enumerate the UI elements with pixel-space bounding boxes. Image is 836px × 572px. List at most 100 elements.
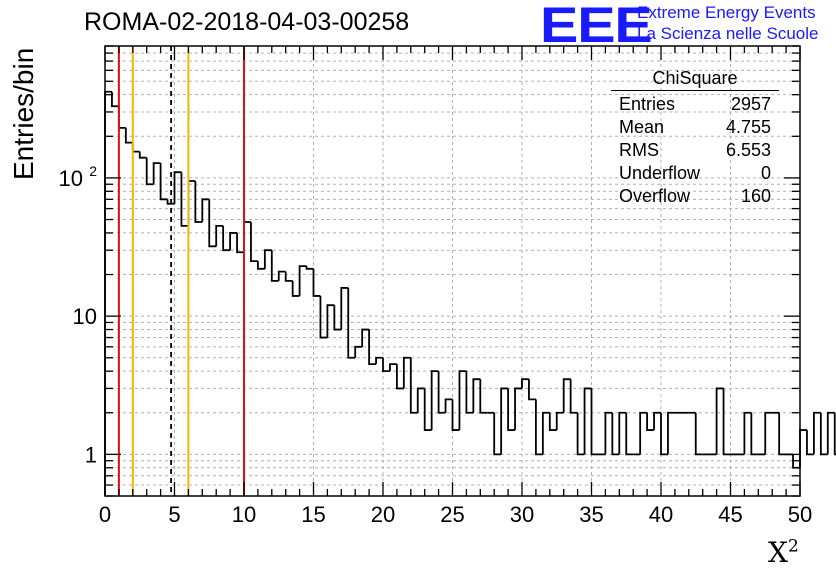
histogram-bin <box>437 371 446 414</box>
logo-line-1: Extreme Energy Events <box>637 3 816 22</box>
histogram-bin <box>396 364 404 390</box>
histogram-bin <box>111 91 119 108</box>
x-tick-label: 10 <box>232 502 256 527</box>
histogram-bin <box>291 280 300 297</box>
axis-ticks: 0 5 10 15 20 25 30 35 40 45 50 1 10 10 2 <box>59 45 812 527</box>
histogram-bin <box>799 429 807 468</box>
stats-title: ChiSquare <box>611 68 779 91</box>
histogram-bin <box>458 370 467 431</box>
histogram-bin <box>444 398 453 413</box>
histogram-bin <box>194 180 203 223</box>
histogram-bin <box>124 127 133 144</box>
stats-label: RMS <box>619 140 659 160</box>
histogram-bin <box>528 379 536 401</box>
histogram-bin <box>284 271 293 282</box>
histogram-bin <box>813 411 821 455</box>
stats-row: Mean 4.755 <box>611 116 779 139</box>
x-tick-label: 40 <box>649 502 673 527</box>
histogram-bin <box>173 171 182 204</box>
histogram-bin <box>576 412 585 456</box>
histogram-bin <box>145 157 154 186</box>
histogram-bin <box>590 388 599 456</box>
histogram-bin <box>118 106 126 129</box>
histogram-bin <box>229 232 238 251</box>
histogram-bin <box>138 151 147 159</box>
x-tick-label: 15 <box>301 502 325 527</box>
threshold-lines <box>117 46 245 496</box>
histogram-bin <box>166 199 175 205</box>
histogram-bin <box>430 370 439 431</box>
x-axis-label: X2 <box>768 536 799 569</box>
histogram-bin <box>263 249 272 269</box>
histogram-bin <box>375 356 383 365</box>
histogram-bin <box>562 378 571 413</box>
histogram-bin <box>312 268 321 297</box>
histogram-bin <box>201 198 210 222</box>
histogram-bin <box>382 357 390 373</box>
histogram-bin <box>257 261 265 270</box>
histogram-bin <box>333 305 342 331</box>
histogram-bin <box>277 270 286 281</box>
histogram-bin <box>208 199 217 248</box>
histogram-bin <box>180 172 189 227</box>
histogram-bin <box>750 412 759 456</box>
histogram-bin <box>507 388 516 431</box>
histogram-bin <box>541 411 550 455</box>
histogram-bin <box>215 224 224 247</box>
histogram-bin <box>569 379 578 414</box>
histogram-bin <box>500 387 509 455</box>
histogram-bin <box>660 412 668 456</box>
stats-value: 4.755 <box>725 117 771 137</box>
histogram-bin <box>409 357 418 414</box>
histogram-bin <box>722 388 731 456</box>
histogram-bin <box>646 412 655 431</box>
histogram-bin <box>514 387 522 431</box>
histogram-bin <box>472 378 481 413</box>
histogram-bin <box>604 411 613 455</box>
x-axis-label-sup: 2 <box>787 536 799 557</box>
histogram-bin <box>270 250 279 282</box>
histogram-bin <box>465 371 474 414</box>
histogram-bin <box>222 225 231 252</box>
x-tick-label: 45 <box>718 502 742 527</box>
histogram-bin <box>653 411 661 431</box>
histogram-bin <box>611 412 620 456</box>
x-tick-label: 25 <box>440 502 464 527</box>
x-tick-label: 30 <box>510 502 534 527</box>
histogram-bin <box>319 295 328 339</box>
stats-row: RMS 6.553 <box>611 139 779 162</box>
y-tick-label: 1 <box>85 442 97 467</box>
histogram-bin <box>764 411 773 455</box>
histogram-bin <box>131 142 140 153</box>
stats-value: 0 <box>760 163 771 183</box>
stats-row: Underflow 0 <box>611 162 779 185</box>
histogram-bin <box>250 221 258 263</box>
histogram-bin <box>583 387 592 455</box>
eee-logo: EEE <box>540 0 653 53</box>
stats-label: Overflow <box>619 186 691 206</box>
histogram-bin <box>667 411 675 455</box>
stats-row: Overflow 160 <box>611 185 779 208</box>
histogram-bin <box>416 387 425 413</box>
histogram-bin <box>521 378 529 389</box>
stats-box: ChiSquare Entries 2957 Mean 4.755 RMS 6.553… <box>611 68 779 208</box>
histogram-bin <box>493 412 502 456</box>
histogram-bin <box>236 232 244 254</box>
histogram-bin <box>361 328 370 347</box>
histogram-bin <box>806 430 814 456</box>
histogram-bin <box>298 265 307 296</box>
histogram-bin <box>625 412 634 456</box>
histogram-bin <box>354 345 363 358</box>
histogram-bin <box>743 411 752 455</box>
histogram-bin <box>159 163 168 201</box>
stats-row: Entries 2957 <box>611 93 779 116</box>
x-tick-label: 50 <box>788 502 812 527</box>
histogram-bin <box>243 221 251 253</box>
histogram-bin <box>326 304 335 338</box>
y-tick-label: 10 <box>59 166 83 191</box>
histogram-bin <box>826 411 835 455</box>
stats-label: Underflow <box>619 163 701 183</box>
histogram-bin <box>389 363 397 372</box>
y-tick-label-sup: 2 <box>89 163 97 179</box>
histogram-bin <box>347 287 356 359</box>
